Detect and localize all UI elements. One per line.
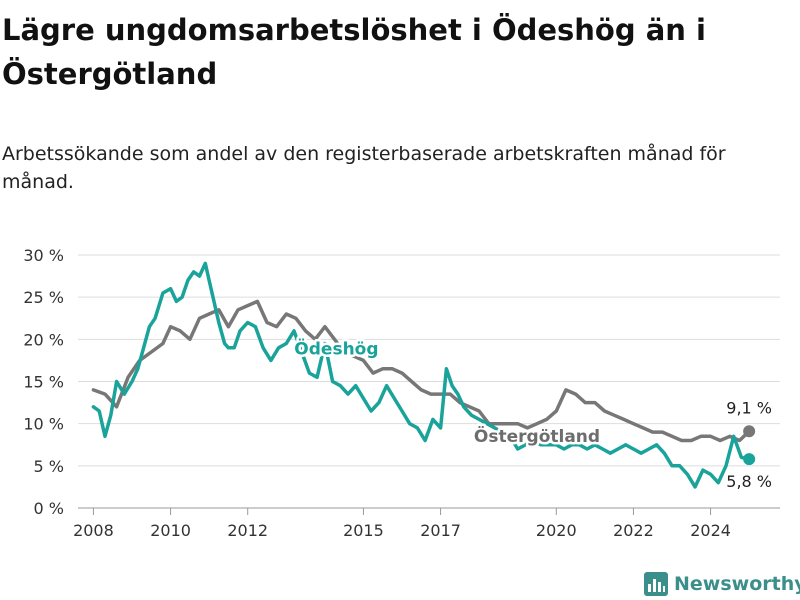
y-tick-label: 5 % xyxy=(34,457,64,476)
brand-name: Newsworthy xyxy=(674,573,800,595)
line-chart: 0 %5 %10 %15 %20 %25 %30 % 2008 2010 2012 2… xyxy=(23,246,780,540)
y-axis: 0 % 5 % 10 % 15 % 20 % 25 % 30 % xyxy=(23,246,64,518)
y-tick-label: 25 % xyxy=(23,288,64,307)
x-tick-label: 2022 xyxy=(613,521,654,540)
end-point-ostergotland xyxy=(743,425,756,438)
series-line-ostergotland xyxy=(91,299,751,443)
series-labels: 9,1 %5,8 %ÖdeshögÖdeshögÖstergötlandÖste… xyxy=(292,335,772,491)
gridlines xyxy=(78,254,780,509)
x-axis: 2008 2010 2012 2015 2017 2020 2022 2024 xyxy=(73,508,731,540)
chart-subtitle: Arbetssökande som andel av den registerb… xyxy=(2,143,726,193)
end-point-odeshog xyxy=(743,453,756,466)
series-line-odeshog xyxy=(91,261,751,489)
x-tick-label: 2024 xyxy=(690,521,731,540)
x-tick-label: 2017 xyxy=(420,521,461,540)
y-tick-label: 20 % xyxy=(23,330,64,349)
chart-title: Lägre ungdomsarbetslöshet i Ödeshög än i… xyxy=(2,13,706,91)
series-label-odeshog: Ödeshög xyxy=(294,338,378,360)
y-tick-label: 15 % xyxy=(23,373,64,392)
x-tick-label: 2008 xyxy=(73,521,114,540)
y-tick-label: 0 % xyxy=(34,499,64,518)
x-tick-label: 2015 xyxy=(343,521,384,540)
y-tick-label: 10 % xyxy=(23,415,64,434)
series-label-ostergotland-halo: Östergötland xyxy=(474,425,600,447)
series-label-ostergotland: Östergötland xyxy=(474,425,600,447)
x-tick-label: 2012 xyxy=(227,521,268,540)
series-label-odeshog-halo: Ödeshög xyxy=(294,338,378,360)
end-label-odeshog: 5,8 % xyxy=(726,472,772,491)
series-lines xyxy=(91,261,756,489)
bar-chart-logo-icon xyxy=(644,572,668,596)
end-label-ostergotland: 9,1 % xyxy=(726,398,772,417)
x-tick-label: 2010 xyxy=(150,521,191,540)
y-tick-label: 30 % xyxy=(23,246,64,265)
brand-logo[interactable]: Newsworthy xyxy=(644,570,800,598)
x-tick-label: 2020 xyxy=(536,521,577,540)
